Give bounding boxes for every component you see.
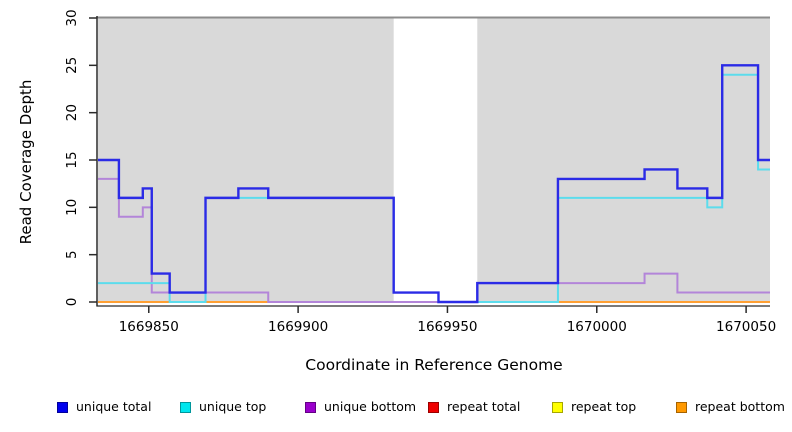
x-tick-label: 1669950 <box>417 319 477 335</box>
series-unique-top <box>98 73 770 303</box>
y-tick-label: 10 <box>64 199 80 216</box>
x-tick-label: 1669850 <box>119 319 179 335</box>
x-axis-title: Coordinate in Reference Genome <box>305 356 563 374</box>
shaded-region <box>477 17 770 303</box>
y-tick-label: 15 <box>64 151 80 168</box>
x-tick-label: 1669900 <box>268 319 328 335</box>
x-tick-label: 1670000 <box>567 319 627 335</box>
shaded-region <box>98 17 394 303</box>
series-unique-bottom <box>98 177 770 303</box>
y-tick-label: 0 <box>64 298 80 307</box>
y-tick-label: 5 <box>64 250 80 259</box>
y-tick-label: 30 <box>64 9 80 26</box>
y-tick-label: 20 <box>64 104 80 121</box>
y-tick-label: 25 <box>64 57 80 74</box>
y-axis-title: Read Coverage Depth <box>17 79 35 245</box>
x-tick-label: 1670050 <box>716 319 776 335</box>
series-unique-total <box>98 64 770 304</box>
